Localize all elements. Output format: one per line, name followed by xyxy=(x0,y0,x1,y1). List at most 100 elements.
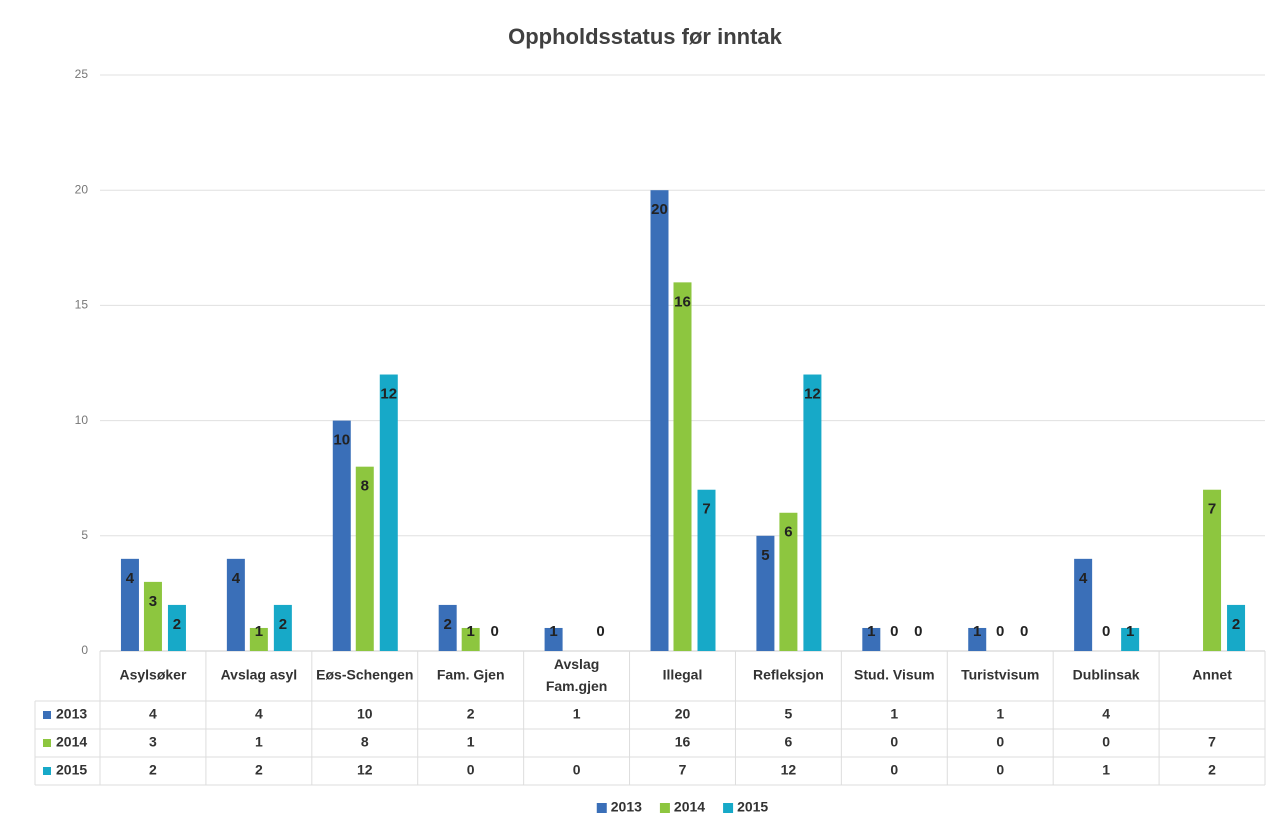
table-cell: 2 xyxy=(255,762,263,778)
bar xyxy=(273,604,292,651)
bar xyxy=(332,420,351,651)
table-cell: 4 xyxy=(149,706,157,722)
data-label: 1 xyxy=(1126,623,1134,640)
bar xyxy=(756,535,775,651)
table-cell: 0 xyxy=(1102,734,1110,750)
data-label: 1 xyxy=(973,623,981,640)
data-label: 2 xyxy=(279,616,287,633)
data-label: 10 xyxy=(333,432,350,449)
data-label: 2 xyxy=(173,616,181,633)
x-tick-label: Eøs-Schengen xyxy=(316,667,413,683)
table-cell: 0 xyxy=(467,762,475,778)
data-label: 4 xyxy=(232,570,241,587)
table-cell: 10 xyxy=(357,706,373,722)
x-tick-label: Stud. Visum xyxy=(854,667,935,683)
data-label: 4 xyxy=(126,570,135,587)
bar xyxy=(1227,604,1246,651)
table-cell: 2 xyxy=(1208,762,1216,778)
table-row-label: 2014 xyxy=(56,734,87,750)
table-cell: 12 xyxy=(357,762,373,778)
y-tick-label: 0 xyxy=(81,643,88,657)
chart-title: Oppholdsstatus før inntak xyxy=(508,24,783,49)
table-cell: 1 xyxy=(890,706,898,722)
y-tick-label: 15 xyxy=(75,298,89,312)
table-row-label: 2013 xyxy=(56,706,87,722)
table-cell: 7 xyxy=(1208,734,1216,750)
x-tick-label: Asylsøker xyxy=(119,667,186,683)
data-label: 1 xyxy=(867,623,875,640)
data-label: 1 xyxy=(255,623,263,640)
table-cell: 2 xyxy=(149,762,157,778)
table-cell: 16 xyxy=(675,734,691,750)
data-label: 2 xyxy=(1232,616,1240,633)
bar xyxy=(355,466,374,651)
data-label: 7 xyxy=(1208,501,1216,518)
table-cell: 1 xyxy=(996,706,1004,722)
table-cell: 0 xyxy=(996,762,1004,778)
legend: 2013 2014 2015 xyxy=(596,799,768,815)
table-cell: 12 xyxy=(781,762,797,778)
data-label: 16 xyxy=(674,293,691,310)
legend-swatch xyxy=(723,803,734,813)
table-cell: 1 xyxy=(1102,762,1110,778)
x-tick-line: Fam.gjen xyxy=(546,678,607,694)
data-label: 0 xyxy=(890,623,898,640)
data-label: 12 xyxy=(804,385,821,402)
x-tick-label: Turistvisum xyxy=(961,667,1039,683)
legend-label: 2013 xyxy=(611,799,642,815)
data-label: 0 xyxy=(914,623,922,640)
x-tick-label: Illegal xyxy=(663,667,703,683)
table-cell: 0 xyxy=(890,762,898,778)
y-tick-label: 25 xyxy=(75,67,89,81)
table-cell: 6 xyxy=(785,734,793,750)
bar xyxy=(1074,558,1093,651)
legend-swatch xyxy=(659,803,670,813)
data-label: 4 xyxy=(1079,570,1088,587)
bar xyxy=(1121,627,1140,651)
bar xyxy=(673,282,692,651)
bar xyxy=(544,627,563,651)
table-cell: 20 xyxy=(675,706,691,722)
y-tick-label: 20 xyxy=(75,182,89,196)
x-tick-label: Annet xyxy=(1192,667,1232,683)
table-cell: 1 xyxy=(467,734,475,750)
data-label: 0 xyxy=(596,623,604,640)
x-tick-line: Avslag xyxy=(554,656,599,672)
bar xyxy=(249,627,268,651)
data-label: 2 xyxy=(444,616,452,633)
x-tick-label: Fam. Gjen xyxy=(437,667,505,683)
legend-label: 2014 xyxy=(674,799,705,815)
bar xyxy=(167,604,186,651)
bar xyxy=(438,604,457,651)
data-label: 6 xyxy=(784,524,792,541)
table-cell: 2 xyxy=(467,706,475,722)
data-label: 0 xyxy=(1020,623,1028,640)
bar xyxy=(968,627,987,651)
data-label: 12 xyxy=(380,385,397,402)
data-label: 0 xyxy=(491,623,499,640)
data-label: 3 xyxy=(149,593,157,610)
table-cell: 3 xyxy=(149,734,157,750)
table-cell: 4 xyxy=(255,706,263,722)
legend-swatch xyxy=(596,803,607,813)
bar xyxy=(650,190,669,651)
table-cell: 1 xyxy=(573,706,581,722)
table-cell: 7 xyxy=(679,762,687,778)
table-key xyxy=(43,739,51,747)
y-tick-label: 5 xyxy=(81,528,88,542)
x-tick-label: Avslag asyl xyxy=(221,667,298,683)
bar xyxy=(379,374,398,651)
data-label: 5 xyxy=(761,547,769,564)
bar xyxy=(461,627,480,651)
data-label: 1 xyxy=(467,623,475,640)
data-label: 7 xyxy=(702,501,710,518)
data-label: 0 xyxy=(996,623,1004,640)
table-cell: 1 xyxy=(255,734,263,750)
data-label: 8 xyxy=(361,478,369,495)
table-cell: 5 xyxy=(785,706,793,722)
legend-label: 2015 xyxy=(737,799,768,815)
bar xyxy=(1203,489,1222,651)
bar xyxy=(226,558,245,651)
table-key xyxy=(43,711,51,719)
